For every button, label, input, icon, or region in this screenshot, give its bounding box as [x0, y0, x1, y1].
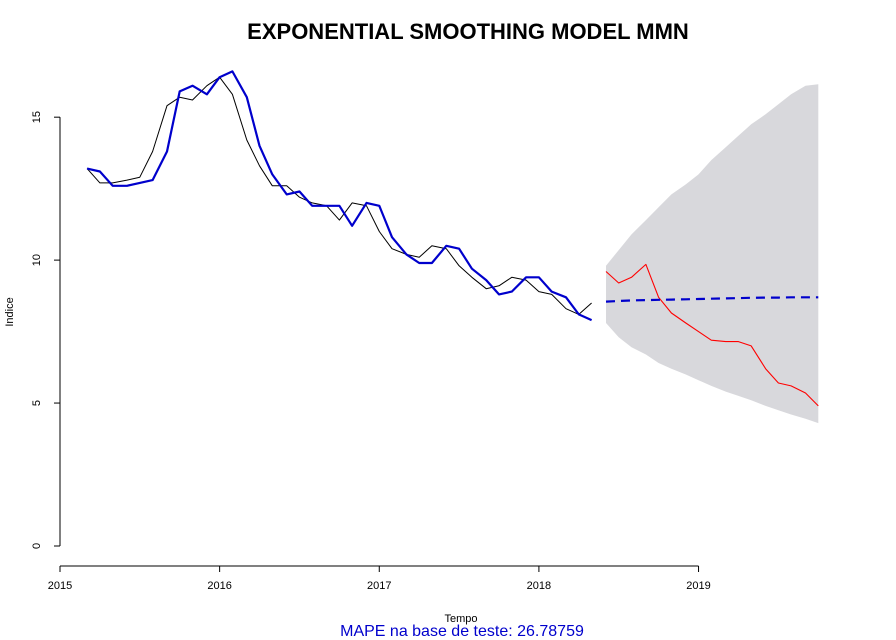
y-tick-label: 10 — [31, 254, 43, 266]
y-tick-label: 15 — [31, 111, 43, 123]
chart-title: EXPONENTIAL SMOOTHING MODEL MMN — [247, 19, 689, 44]
x-tick-label: 2018 — [527, 580, 551, 592]
x-tick-label: 2019 — [686, 580, 710, 592]
x-axis-label: Tempo — [444, 613, 477, 625]
x-tick-label: 2017 — [367, 580, 391, 592]
y-ticks: 0 5 10 15 — [31, 111, 60, 549]
mape-label: MAPE na base de teste: — [340, 623, 517, 640]
prediction-interval-band — [606, 84, 819, 424]
prediction-interval-layer — [606, 84, 819, 424]
mape-note: MAPE na base de teste: 26.78759 — [340, 623, 584, 640]
x-tick-label: 2015 — [48, 580, 72, 592]
x-tick-label: 2016 — [207, 580, 231, 592]
series-line-fitted — [86, 70, 593, 322]
x-ticks: 2015 2016 2017 2018 2019 — [48, 566, 711, 592]
series-line-test — [605, 263, 819, 407]
axes-layer — [59, 117, 699, 567]
y-tick-label: 0 — [31, 543, 43, 549]
y-tick-label: 5 — [31, 400, 43, 406]
series-line-forecast — [605, 296, 819, 303]
y-axis-label: Indice — [4, 297, 16, 326]
mape-value: 26.78759 — [517, 623, 584, 640]
series-line-actual — [86, 76, 592, 315]
series-layer — [86, 70, 819, 407]
